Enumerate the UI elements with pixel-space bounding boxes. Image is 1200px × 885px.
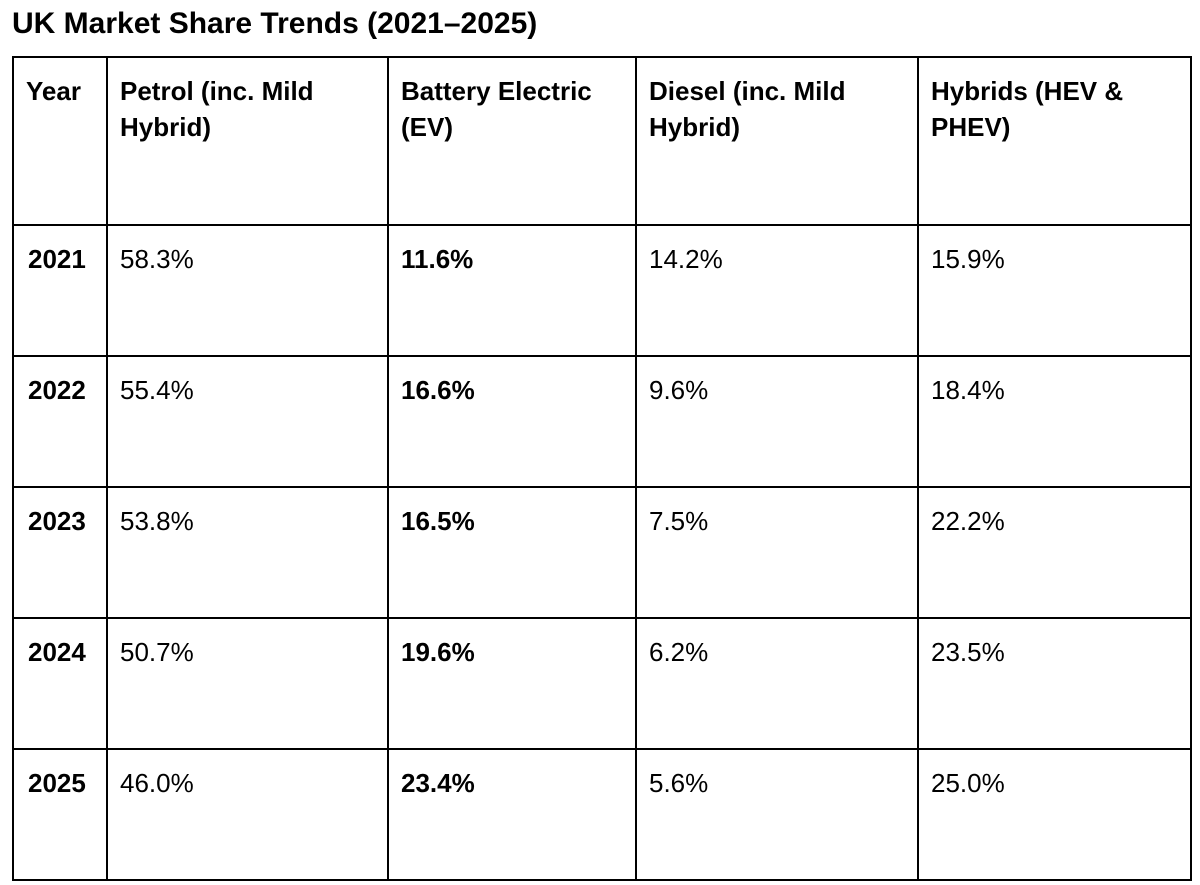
battery-electric-cell: 23.4%	[387, 748, 637, 881]
petrol-cell: 58.3%	[106, 224, 389, 357]
diesel-cell: 7.5%	[635, 486, 919, 619]
hybrids-cell: 23.5%	[917, 617, 1192, 750]
header-hybrids: Hybrids (HEV & PHEV)	[917, 56, 1192, 226]
header-battery-electric: Battery Electric (EV)	[387, 56, 637, 226]
hybrids-cell: 25.0%	[917, 748, 1192, 881]
petrol-cell: 53.8%	[106, 486, 389, 619]
table-row: 2024 50.7% 19.6% 6.2% 23.5%	[12, 617, 1192, 750]
header-year: Year	[12, 56, 108, 226]
header-petrol: Petrol (inc. Mild Hybrid)	[106, 56, 389, 226]
table-row: 2025 46.0% 23.4% 5.6% 25.0%	[12, 748, 1192, 881]
petrol-cell: 55.4%	[106, 355, 389, 488]
hybrids-cell: 22.2%	[917, 486, 1192, 619]
battery-electric-cell: 16.5%	[387, 486, 637, 619]
table-row: 2022 55.4% 16.6% 9.6% 18.4%	[12, 355, 1192, 488]
table-row: 2021 58.3% 11.6% 14.2% 15.9%	[12, 224, 1192, 357]
header-diesel: Diesel (inc. Mild Hybrid)	[635, 56, 919, 226]
year-cell: 2025	[12, 748, 108, 881]
battery-electric-cell: 11.6%	[387, 224, 637, 357]
page-title: UK Market Share Trends (2021–2025)	[12, 7, 538, 40]
table-header-row: Year Petrol (inc. Mild Hybrid) Battery E…	[12, 56, 1192, 226]
diesel-cell: 5.6%	[635, 748, 919, 881]
petrol-cell: 50.7%	[106, 617, 389, 750]
table-row: 2023 53.8% 16.5% 7.5% 22.2%	[12, 486, 1192, 619]
diesel-cell: 6.2%	[635, 617, 919, 750]
market-share-table: Year Petrol (inc. Mild Hybrid) Battery E…	[12, 56, 1192, 881]
battery-electric-cell: 19.6%	[387, 617, 637, 750]
year-cell: 2023	[12, 486, 108, 619]
petrol-cell: 46.0%	[106, 748, 389, 881]
year-cell: 2021	[12, 224, 108, 357]
hybrids-cell: 18.4%	[917, 355, 1192, 488]
year-cell: 2024	[12, 617, 108, 750]
battery-electric-cell: 16.6%	[387, 355, 637, 488]
diesel-cell: 9.6%	[635, 355, 919, 488]
diesel-cell: 14.2%	[635, 224, 919, 357]
year-cell: 2022	[12, 355, 108, 488]
hybrids-cell: 15.9%	[917, 224, 1192, 357]
